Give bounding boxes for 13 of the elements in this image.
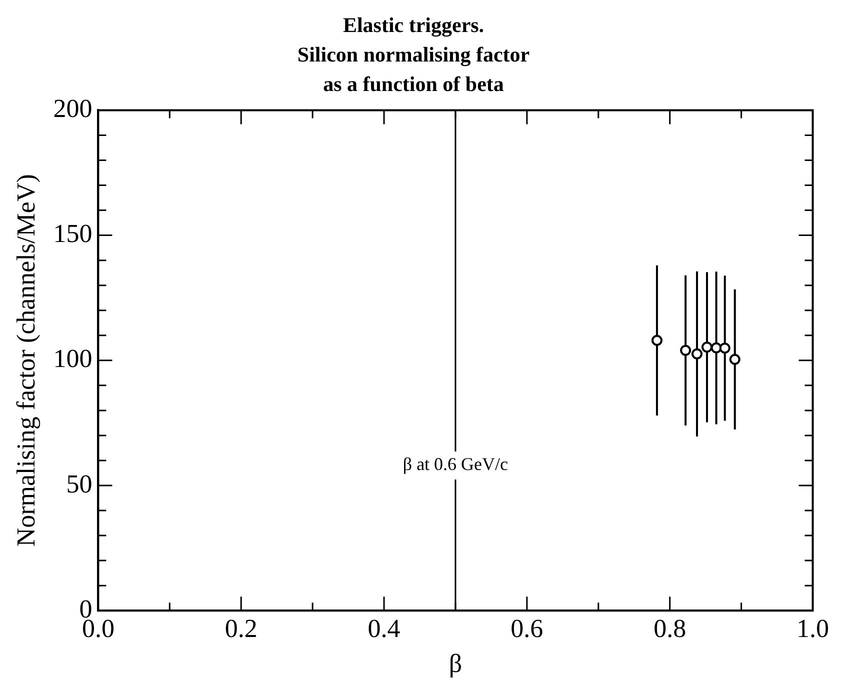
chart-title: Elastic triggers. Silicon normalising factor as a function of beta [297, 13, 530, 96]
x-tick-label: 0.2 [224, 614, 258, 644]
x-tick-label: 0.6 [510, 614, 544, 644]
x-tick-label: 1.0 [796, 614, 829, 644]
y-tick-label: 200 [53, 94, 92, 124]
x-tick-label: 0.8 [654, 614, 686, 644]
x-tick-label: 0.4 [368, 614, 400, 644]
y-tick-label: 50 [66, 469, 92, 498]
ref-line-label: β at 0.6 GeV/c [402, 454, 508, 474]
y-axis-title: Normalising factor (channels/MeV) [11, 174, 40, 547]
y-tick-label: 100 [53, 344, 92, 374]
y-tick-label: 150 [53, 219, 92, 248]
x-axis-title: β [448, 649, 462, 678]
